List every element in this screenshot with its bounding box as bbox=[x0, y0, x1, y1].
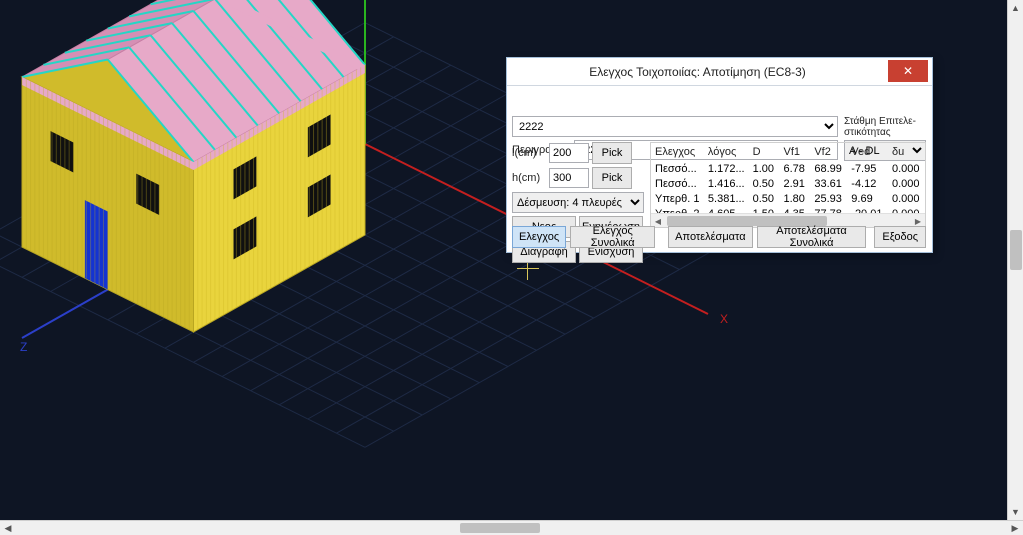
h-input[interactable] bbox=[549, 168, 589, 188]
results-grid[interactable]: ΕλεγχοςλόγοςDVf1Vf2VedδuΠεσσό...1.172...… bbox=[650, 142, 926, 228]
table-cell: 0.000 bbox=[888, 161, 925, 176]
scroll-right-icon[interactable]: ▶ bbox=[1007, 521, 1023, 535]
close-icon: ✕ bbox=[903, 64, 913, 78]
dialog-title: Ελεγχος Τοιχοποιίας: Αποτίμηση (EC8-3) bbox=[507, 65, 888, 79]
results-button[interactable]: Αποτελέσματα bbox=[668, 226, 752, 248]
table-cell: 1.416... bbox=[704, 176, 749, 191]
table-row[interactable]: Πεσσό...1.172...1.006.7868.99-7.950.000 bbox=[651, 161, 925, 176]
l-input[interactable] bbox=[549, 143, 589, 163]
col-header[interactable]: Ελεγχος bbox=[651, 143, 704, 161]
table-cell: 9.69 bbox=[847, 191, 888, 206]
h-label: h(cm) bbox=[512, 172, 546, 184]
col-header[interactable]: λόγος bbox=[704, 143, 749, 161]
col-header[interactable]: Vf1 bbox=[779, 143, 810, 161]
table-cell: 0.50 bbox=[749, 191, 780, 206]
col-header[interactable]: Ved bbox=[847, 143, 888, 161]
check-button[interactable]: Ελεγχος bbox=[512, 226, 566, 248]
scroll-up-icon[interactable]: ▲ bbox=[1008, 0, 1023, 16]
table-cell: 1.00 bbox=[749, 161, 780, 176]
table-cell: 0.000 bbox=[888, 191, 925, 206]
table-cell: 25.93 bbox=[810, 191, 847, 206]
table-cell: 68.99 bbox=[810, 161, 847, 176]
table-cell: -4.12 bbox=[847, 176, 888, 191]
results-table: ΕλεγχοςλόγοςDVf1Vf2VedδuΠεσσό...1.172...… bbox=[651, 143, 925, 221]
col-header[interactable]: δu bbox=[888, 143, 925, 161]
masonry-check-dialog: Ελεγχος Τοιχοποιίας: Αποτίμηση (EC8-3) ✕… bbox=[506, 57, 933, 253]
dialog-titlebar[interactable]: Ελεγχος Τοιχοποιίας: Αποτίμηση (EC8-3) ✕ bbox=[507, 58, 932, 86]
performance-level-label: Στάθμη Επιτελε- στικότητας bbox=[844, 116, 926, 138]
hscroll-thumb[interactable] bbox=[460, 523, 540, 533]
axis-label-z: Z bbox=[20, 340, 27, 354]
table-cell: Υπερθ. 1 bbox=[651, 191, 704, 206]
dialog-body: 2222 Περιγραφή Στάθμη Επιτελε- στικότητα… bbox=[507, 86, 932, 254]
table-cell: -7.95 bbox=[847, 161, 888, 176]
check-all-button[interactable]: Ελεγχος Συνολικά bbox=[570, 226, 655, 248]
table-cell: 0.50 bbox=[749, 176, 780, 191]
scroll-left-icon[interactable]: ◀ bbox=[0, 521, 16, 535]
viewport-vscroll[interactable]: ▲ ▼ bbox=[1007, 0, 1023, 520]
vscroll-thumb[interactable] bbox=[1010, 230, 1022, 270]
scroll-down-icon[interactable]: ▼ bbox=[1008, 504, 1023, 520]
table-cell: Πεσσό... bbox=[651, 176, 704, 191]
table-cell: Πεσσό... bbox=[651, 161, 704, 176]
table-row[interactable]: Πεσσό...1.416...0.502.9133.61-4.120.000 bbox=[651, 176, 925, 191]
table-cell: 1.80 bbox=[779, 191, 810, 206]
h-pick-button[interactable]: Pick bbox=[592, 167, 632, 189]
dialog-close-button[interactable]: ✕ bbox=[888, 60, 928, 82]
exit-button[interactable]: Εξοδος bbox=[874, 226, 926, 248]
table-cell: 5.381... bbox=[704, 191, 749, 206]
table-cell: 1.172... bbox=[704, 161, 749, 176]
element-combo[interactable]: 2222 bbox=[512, 116, 838, 137]
l-pick-button[interactable]: Pick bbox=[592, 142, 632, 164]
table-cell: 33.61 bbox=[810, 176, 847, 191]
l-label: l(cm) bbox=[512, 147, 546, 159]
binding-select[interactable]: Δέσμευση: 4 πλευρές bbox=[512, 192, 644, 213]
table-cell: 6.78 bbox=[779, 161, 810, 176]
viewport-hscroll[interactable]: ◀ ▶ bbox=[0, 520, 1023, 534]
table-cell: 2.91 bbox=[779, 176, 810, 191]
table-row[interactable]: Υπερθ. 15.381...0.501.8025.939.690.000 bbox=[651, 191, 925, 206]
col-header[interactable]: D bbox=[749, 143, 780, 161]
col-header[interactable]: Vf2 bbox=[810, 143, 847, 161]
results-all-button[interactable]: Αποτελέσματα Συνολικά bbox=[757, 226, 867, 248]
axis-label-x: X bbox=[720, 312, 728, 326]
table-cell: 0.000 bbox=[888, 176, 925, 191]
dialog-bottom-buttons: Ελεγχος Ελεγχος Συνολικά Αποτελέσματα Απ… bbox=[512, 226, 926, 248]
